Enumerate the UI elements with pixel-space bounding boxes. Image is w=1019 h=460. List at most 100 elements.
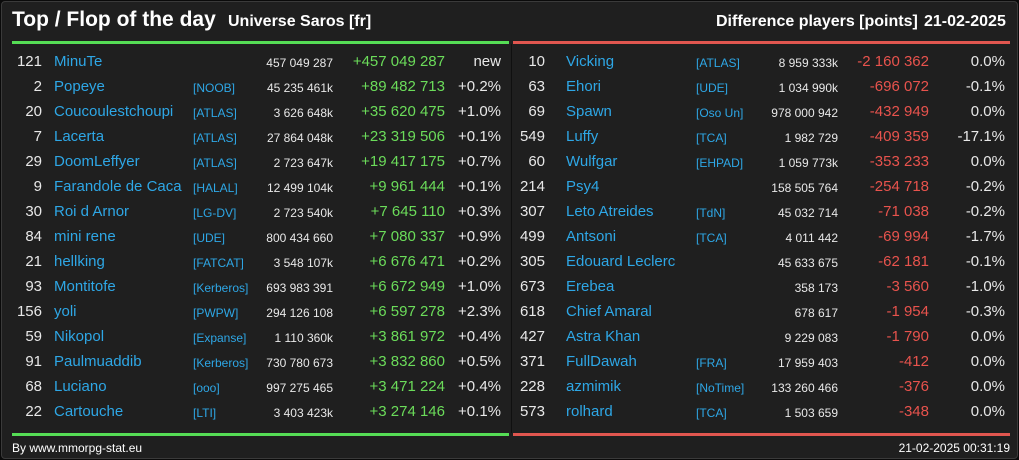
top-player-name[interactable]: Montitofe xyxy=(54,278,116,295)
flop-alliance-tag[interactable]: [FRA] xyxy=(696,356,727,370)
top-alliance-tag[interactable]: [Kerberos] xyxy=(193,356,249,370)
flop-row: 69 Spawn [Oso Un] 978 000 942 -432 949 0.0% xyxy=(513,99,1017,124)
flop-alliance-tag[interactable]: [NoTime] xyxy=(696,381,745,395)
flop-diff: -62 181 xyxy=(878,253,929,270)
flop-pct: 0.0% xyxy=(970,328,1005,345)
top-player-name[interactable]: mini rene xyxy=(54,228,116,245)
flop-rank: 673 xyxy=(519,278,545,295)
flop-player-name[interactable]: Wulfgar xyxy=(566,153,618,170)
flop-rank: 307 xyxy=(519,203,545,220)
flop-rank: 63 xyxy=(528,78,545,95)
flop-players-panel: 10 Vicking [ATLAS] 8 959 333k -2 160 362 0.0%… xyxy=(513,49,1017,424)
flop-score: 17 959 403 xyxy=(777,356,838,370)
flop-player-name[interactable]: azmimik xyxy=(566,378,621,395)
top-row: 93 Montitofe [Kerberos] 693 983 391 +6 672 9… xyxy=(2,274,510,299)
flop-alliance-tag[interactable]: [Oso Un] xyxy=(696,106,744,120)
flop-score: 1 503 659 xyxy=(784,406,838,420)
flop-row: 371 FullDawah [FRA] 17 959 403 -412 0.0% xyxy=(513,349,1017,374)
flop-player-name[interactable]: FullDawah xyxy=(566,353,637,370)
top-rank: 22 xyxy=(25,403,42,420)
top-rank: 84 xyxy=(25,228,42,245)
top-alliance-tag[interactable]: [ATLAS] xyxy=(193,131,237,145)
top-diff: +6 676 471 xyxy=(369,253,446,270)
flop-diff: -254 718 xyxy=(869,178,929,195)
top-alliance-tag[interactable]: [NOOB] xyxy=(193,81,236,95)
flop-pct: -0.3% xyxy=(965,303,1005,320)
flop-player-name[interactable]: Erebea xyxy=(566,278,615,295)
flop-alliance-tag[interactable]: [TCA] xyxy=(696,406,727,420)
flop-player-name[interactable]: Leto Atreides xyxy=(566,203,654,220)
flop-alliance-tag[interactable]: [TdN] xyxy=(696,206,726,220)
top-player-name[interactable]: hellking xyxy=(54,253,105,270)
flop-alliance-tag[interactable]: [UDE] xyxy=(696,81,729,95)
flop-player-name[interactable]: Luffy xyxy=(566,128,599,145)
top-player-name[interactable]: MinuTe xyxy=(54,53,103,70)
top-player-name[interactable]: Paulmuaddib xyxy=(54,353,142,370)
top-player-name[interactable]: Roi d Arnor xyxy=(54,203,130,220)
flop-score: 45 633 675 xyxy=(777,256,838,270)
flop-player-name[interactable]: Edouard Leclerc xyxy=(566,253,676,270)
top-alliance-tag[interactable]: [FATCAT] xyxy=(193,256,244,270)
top-alliance-tag[interactable]: [UDE] xyxy=(193,231,226,245)
flop-pct: 0.0% xyxy=(970,153,1005,170)
top-pct: +1.0% xyxy=(458,103,501,120)
flop-score: 133 260 466 xyxy=(771,381,838,395)
top-alliance-tag[interactable]: [Kerberos] xyxy=(193,281,249,295)
flop-score: 45 032 714 xyxy=(777,206,838,220)
flop-player-name[interactable]: Astra Khan xyxy=(566,328,641,345)
flop-player-name[interactable]: Chief Amaral xyxy=(566,303,652,320)
top-row: 156 yoli [PWPW] 294 126 108 +6 597 278 +2.3% xyxy=(2,299,510,324)
flop-score: 1 982 729 xyxy=(784,131,838,145)
flop-player-name[interactable]: Vicking xyxy=(566,53,615,70)
flop-diff: -71 038 xyxy=(878,203,929,220)
top-rank: 21 xyxy=(25,253,42,270)
flop-player-name[interactable]: rolhard xyxy=(566,403,613,420)
flop-accent-bar xyxy=(513,41,1010,44)
top-player-name[interactable]: Lacerta xyxy=(54,128,105,145)
flop-pct: -1.7% xyxy=(965,228,1005,245)
flop-alliance-tag[interactable]: [TCA] xyxy=(696,231,727,245)
flop-row: 673 Erebea 358 173 -3 560 -1.0% xyxy=(513,274,1017,299)
top-alliance-tag[interactable]: [Expanse] xyxy=(193,331,247,345)
top-player-name[interactable]: yoli xyxy=(54,303,77,320)
flop-player-name[interactable]: Ehori xyxy=(566,78,602,95)
top-player-name[interactable]: Coucoulestchoupi xyxy=(54,103,174,120)
top-player-name[interactable]: Farandole de Caca xyxy=(54,178,182,195)
flop-row: 549 Luffy [TCA] 1 982 729 -409 359 -17.1% xyxy=(513,124,1017,149)
top-alliance-tag[interactable]: [ooo] xyxy=(193,381,220,395)
top-pct: +0.3% xyxy=(458,203,501,220)
flop-rank: 10 xyxy=(528,53,545,70)
flop-score: 978 000 942 xyxy=(771,106,838,120)
top-alliance-tag[interactable]: [ATLAS] xyxy=(193,106,237,120)
flop-diff: -1 954 xyxy=(886,303,929,320)
top-score: 2 723 647k xyxy=(273,156,333,170)
top-player-name[interactable]: Cartouche xyxy=(54,403,124,420)
top-rank: 91 xyxy=(25,353,42,370)
flop-player-name[interactable]: Spawn xyxy=(566,103,612,120)
top-alliance-tag[interactable]: [LG-DV] xyxy=(193,206,237,220)
flop-row: 10 Vicking [ATLAS] 8 959 333k -2 160 362 0.0% xyxy=(513,49,1017,74)
top-player-name[interactable]: Luciano xyxy=(54,378,107,395)
top-player-name[interactable]: Popeye xyxy=(54,78,105,95)
top-rank: 20 xyxy=(25,103,42,120)
top-alliance-tag[interactable]: [ATLAS] xyxy=(193,156,237,170)
top-score: 2 723 540k xyxy=(273,206,333,220)
top-player-name[interactable]: DoomLeffyer xyxy=(54,153,140,170)
flop-rank: 427 xyxy=(519,328,545,345)
top-rank: 59 xyxy=(25,328,42,345)
flop-alliance-tag[interactable]: [TCA] xyxy=(696,131,727,145)
top-player-name[interactable]: Nikopol xyxy=(54,328,105,345)
top-score: 27 864 048k xyxy=(266,131,333,145)
top-diff: +89 482 713 xyxy=(361,78,445,95)
top-diff: +3 471 224 xyxy=(369,378,446,395)
top-alliance-tag[interactable]: [HALAL] xyxy=(193,181,238,195)
flop-alliance-tag[interactable]: [EHPAD] xyxy=(696,156,744,170)
top-alliance-tag[interactable]: [LTI] xyxy=(193,406,217,420)
flop-diff: -69 994 xyxy=(878,228,929,245)
universe-label: Universe Saros [fr] xyxy=(228,13,372,30)
flop-alliance-tag[interactable]: [ATLAS] xyxy=(696,56,740,70)
top-row: 2 Popeye [NOOB] 45 235 461k +89 482 713 +0.2% xyxy=(2,74,510,99)
flop-player-name[interactable]: Antsoni xyxy=(566,228,617,245)
flop-player-name[interactable]: Psy4 xyxy=(566,178,600,195)
top-alliance-tag[interactable]: [PWPW] xyxy=(193,306,239,320)
